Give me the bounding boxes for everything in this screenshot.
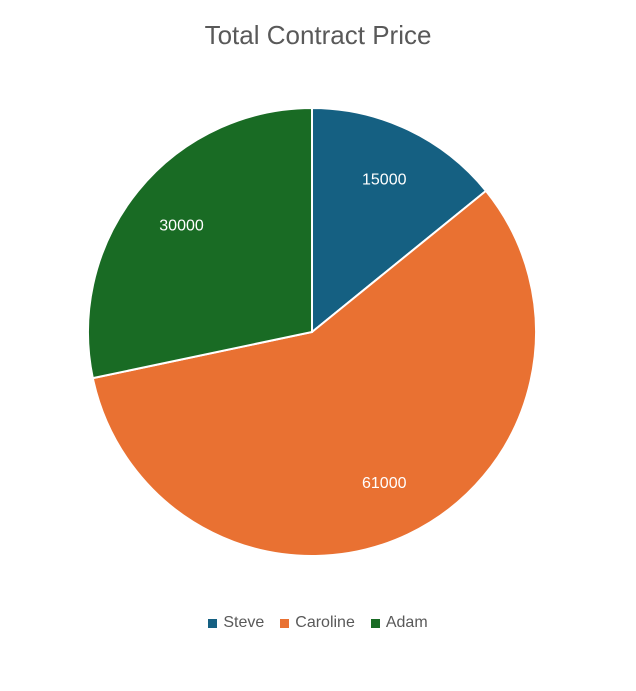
data-label-adam: 30000 — [159, 217, 204, 234]
legend-swatch-adam — [370, 618, 380, 628]
data-label-steve: 15000 — [362, 172, 407, 189]
legend-label-adam: Adam — [385, 614, 428, 631]
legend-item-steve: Steve — [208, 614, 264, 632]
data-label-caroline: 61000 — [362, 475, 407, 492]
legend-label-steve: Steve — [223, 614, 265, 631]
pie-slices — [87, 106, 537, 557]
legend: Steve Caroline Adam — [0, 614, 636, 632]
legend-swatch-steve — [208, 618, 218, 628]
legend-item-adam: Adam — [370, 614, 428, 632]
pie-slice-caroline — [91, 189, 537, 557]
legend-item-caroline: Caroline — [280, 614, 355, 632]
pie-slice-steve — [311, 106, 488, 335]
legend-label-caroline: Caroline — [295, 614, 355, 631]
pie-slice-adam — [87, 106, 313, 380]
pie-data-labels: 15000 61000 30000 — [159, 172, 406, 492]
legend-swatch-caroline — [280, 618, 290, 628]
chart-title: Total Contract Price — [204, 20, 432, 50]
